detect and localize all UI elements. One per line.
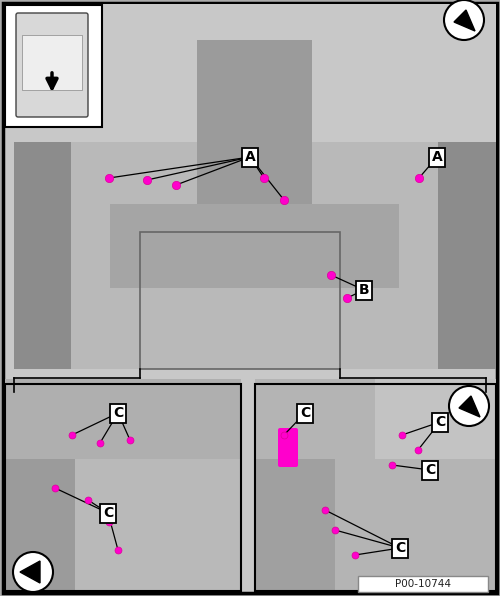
FancyBboxPatch shape xyxy=(5,5,102,127)
FancyBboxPatch shape xyxy=(358,576,488,592)
FancyBboxPatch shape xyxy=(3,3,497,593)
Polygon shape xyxy=(20,561,40,583)
Text: C: C xyxy=(113,406,123,420)
Circle shape xyxy=(13,552,53,592)
Text: C: C xyxy=(395,541,405,555)
Text: C: C xyxy=(103,506,113,520)
Circle shape xyxy=(449,386,489,426)
Text: C: C xyxy=(425,463,435,477)
FancyBboxPatch shape xyxy=(22,35,82,90)
Text: B: B xyxy=(358,283,370,297)
Text: C: C xyxy=(435,415,445,429)
Text: C: C xyxy=(300,406,310,420)
Text: A: A xyxy=(244,150,256,164)
FancyBboxPatch shape xyxy=(16,13,88,117)
Polygon shape xyxy=(459,396,480,417)
Circle shape xyxy=(444,0,484,40)
Text: P00-10744: P00-10744 xyxy=(395,579,451,589)
Text: A: A xyxy=(432,150,442,164)
FancyBboxPatch shape xyxy=(278,428,298,467)
Polygon shape xyxy=(454,10,475,31)
